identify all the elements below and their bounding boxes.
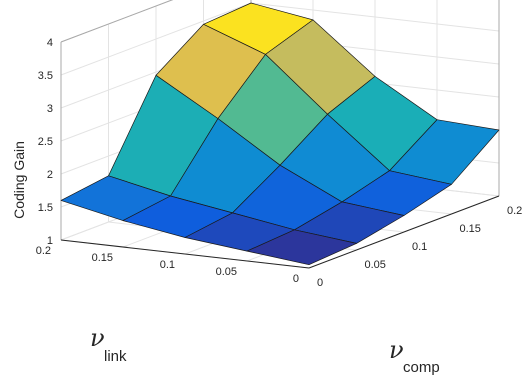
x-axis-label-subscript: comp: [403, 359, 440, 375]
grid-line: [250, 2, 500, 32]
y-axis-label-subscript: link: [104, 348, 127, 365]
box-edge: [60, 0, 174, 43]
z-tick-label: 1: [47, 235, 53, 247]
x-tick-label: 0.15: [460, 223, 481, 235]
grid-line: [60, 2, 252, 76]
x-tick-label: 0: [317, 277, 323, 289]
y-tick-label: 0.05: [216, 266, 237, 278]
x-axis-label: ν comp: [389, 336, 440, 375]
z-tick-label: 1.5: [38, 202, 53, 214]
y-tick-label: 0: [293, 273, 299, 285]
x-tick-label: 0.05: [365, 259, 386, 271]
axis-line: [308, 195, 500, 269]
tick-labels: 1 1.5 2 2.5 3 3.5 4 0 0.05 0.1 0.15 0.2 0 0.05 0.1 0.15…: [36, 37, 523, 289]
z-tick-label: 2: [47, 169, 53, 181]
y-tick-label: 0.15: [92, 252, 113, 264]
z-tick-label: 4: [47, 37, 53, 49]
x-tick-label: 0.1: [412, 241, 427, 253]
x-axis-label-symbol: ν: [389, 336, 404, 364]
z-tick-label: 2.5: [38, 136, 53, 148]
axis-line: [60, 239, 310, 269]
z-axis-label: Coding Gain: [11, 141, 27, 219]
z-tick-label: 3.5: [38, 70, 53, 82]
y-axis-label-symbol: ν: [90, 324, 105, 352]
x-tick-label: 0.2: [507, 205, 522, 217]
y-axis-label: ν link: [90, 324, 127, 365]
surface: [60, 2, 500, 266]
z-tick-label: 3: [47, 103, 53, 115]
y-tick-label: 0.2: [36, 245, 51, 257]
surface-patch: [246, 229, 357, 266]
y-tick-label: 0.1: [160, 259, 175, 271]
